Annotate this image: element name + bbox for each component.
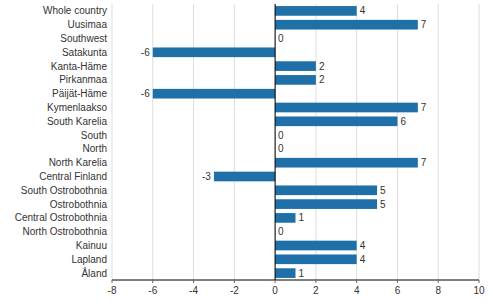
bars [153,6,418,278]
bar [275,254,357,264]
data-labels: 4 7 0 -6 2 2 -6 7 6 0 0 7 -3 5 5 1 0 4 4 1 [141,5,427,278]
bar [214,172,275,182]
x-tick [193,280,194,283]
bar [275,6,357,16]
category-label: Whole country [43,5,107,16]
bar [153,47,275,57]
bar [275,103,418,113]
category-label: Lapland [71,254,107,265]
data-label: 0 [278,226,284,237]
grid-line [479,4,480,280]
y-axis: Whole country Uusimaa Southwest Satakunta Ka… [15,5,108,278]
x-tick-label: 2 [313,285,319,296]
x-axis-line [112,280,479,281]
data-label: -6 [141,88,150,99]
data-label: 2 [319,61,325,72]
data-label: 1 [299,212,305,223]
x-tick [152,280,153,283]
data-label: 0 [278,33,284,44]
category-label: North [83,143,107,154]
category-label: Satakunta [62,47,107,58]
data-label: 1 [299,268,305,279]
x-axis: -8 -6 -4 -2 0 2 4 6 8 10 [108,280,485,296]
bar [275,268,295,278]
data-label: -3 [202,171,211,182]
x-tick [112,280,113,283]
bar [153,89,275,99]
x-tick-label: 4 [354,285,360,296]
data-label: 6 [400,116,406,127]
data-label: 4 [360,254,366,265]
category-label: Ostrobothnia [50,199,108,210]
bar [275,213,295,223]
data-label: -6 [141,47,150,58]
grid-line [112,4,113,280]
data-label: 4 [360,5,366,16]
chart-svg: -8-6-4-20246810Whole countryUusimaaSouth… [0,0,491,302]
category-label: Central Ostrobothnia [15,212,108,223]
data-label: 5 [380,199,386,210]
bar [275,61,316,71]
x-tick-label: -6 [148,285,157,296]
x-tick [315,280,316,283]
grid-line [315,4,316,280]
data-label: 0 [278,130,284,141]
grid-line [193,4,194,280]
bar [275,20,418,30]
x-tick-label: 10 [473,285,485,296]
data-label: 0 [278,143,284,154]
x-tick [479,280,480,283]
category-label: North Ostrobothnia [23,226,108,237]
data-label: 7 [421,157,427,168]
grid-line [438,4,439,280]
grid-line [275,4,276,280]
bar [275,116,397,126]
grid-line [234,4,235,280]
grid-line [397,4,398,280]
x-tick-label: -2 [230,285,239,296]
bar [275,199,377,209]
x-tick-label: 6 [395,285,401,296]
x-tick [397,280,398,283]
category-label: Päijät-Häme [52,88,107,99]
page: {"chart_data": {"type": "bar", "orientat… [0,0,491,302]
category-label: Central Finland [39,171,107,182]
bar [275,185,377,195]
x-tick [356,280,357,283]
x-tick [234,280,235,283]
x-tick [275,280,276,283]
data-label: 2 [319,74,325,85]
x-tick-label: 8 [435,285,441,296]
data-label: 7 [421,102,427,113]
data-label: 7 [421,19,427,30]
bar [275,75,316,85]
grid [112,4,479,280]
bar [275,158,418,168]
bar [275,241,357,251]
category-label: South Ostrobothnia [21,185,108,196]
category-label: Kainuu [76,240,107,251]
x-tick-label: -8 [108,285,117,296]
category-label: Pirkanmaa [59,74,107,85]
category-label: Kymenlaakso [47,102,107,113]
category-label: Uusimaa [68,19,108,30]
grid-line [152,4,153,280]
chart-container: -8-6-4-20246810Whole countryUusimaaSouth… [0,0,491,302]
category-label: Southwest [60,33,107,44]
zero-line [275,4,276,280]
x-tick [438,280,439,283]
grid-line [356,4,357,280]
category-label: South [81,130,107,141]
category-label: Åland [81,267,107,279]
category-label: Kanta-Häme [51,61,108,72]
x-tick-label: -4 [189,285,198,296]
data-label: 5 [380,185,386,196]
category-label: South Karelia [47,116,107,127]
category-label: North Karelia [49,157,108,168]
x-tick-label: 0 [272,285,278,296]
data-label: 4 [360,240,366,251]
